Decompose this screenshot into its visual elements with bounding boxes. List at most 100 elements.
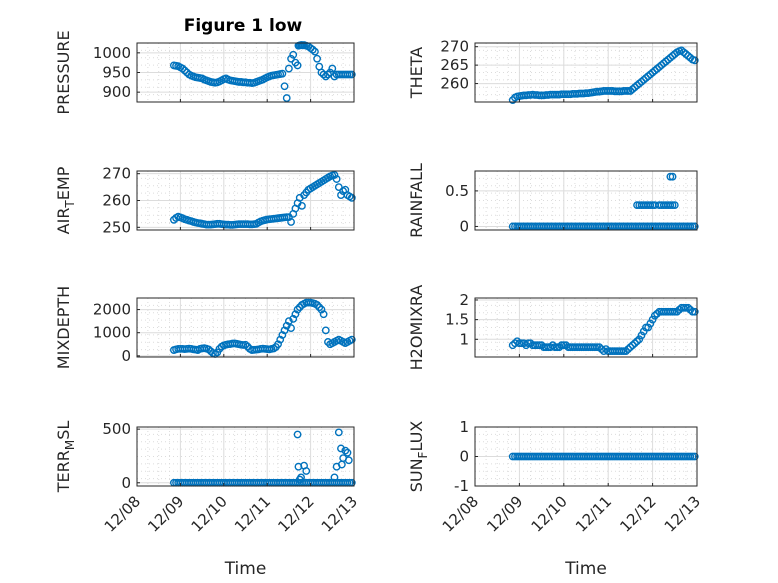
data-point bbox=[287, 218, 295, 226]
y-tick-label: 270 bbox=[102, 165, 131, 183]
x-tick-label: 12/09 bbox=[483, 492, 526, 535]
data-point bbox=[673, 307, 681, 316]
y-tick-label: 1 bbox=[459, 418, 469, 436]
data-point bbox=[637, 331, 646, 340]
y-axis-label: H2OMIXRA bbox=[407, 285, 426, 371]
data-point bbox=[319, 310, 328, 319]
data-point bbox=[548, 341, 557, 350]
data-point bbox=[622, 347, 630, 355]
data-point bbox=[686, 305, 695, 314]
panel-mixdepth: 0 1000 2000 MIXDEPTH bbox=[54, 286, 356, 369]
y-tick-label: 1000 bbox=[93, 44, 131, 62]
axes-frame bbox=[474, 297, 698, 358]
data-point bbox=[334, 428, 343, 437]
data-point bbox=[282, 321, 291, 330]
data-point bbox=[178, 64, 187, 73]
data-point bbox=[675, 305, 684, 314]
y-axis-label: AIRTEMP bbox=[54, 166, 77, 234]
data-point bbox=[670, 201, 679, 210]
data-point bbox=[633, 337, 641, 346]
y-tick-label: 2000 bbox=[93, 301, 131, 319]
data-point bbox=[644, 323, 653, 332]
x-axis-label: Time bbox=[564, 559, 607, 579]
panel-sun_flux: -1 0 1 12/08 12/09 12/10 12/11 12/12 12/13 SUNFLU… bbox=[407, 418, 704, 579]
data-point bbox=[330, 171, 339, 179]
y-tick-label: 900 bbox=[102, 83, 131, 101]
y-axis-label: MIXDEPTH bbox=[54, 286, 73, 369]
y-tick-label: 500 bbox=[102, 420, 131, 438]
data-point bbox=[646, 319, 655, 328]
data-point bbox=[328, 64, 337, 73]
panel-terr_msl: 0 500 12/08 12/09 12/10 12/11 12/12 12/13 TERRMS… bbox=[54, 420, 361, 579]
x-tick-label: 12/10 bbox=[188, 492, 231, 535]
data-point bbox=[639, 327, 648, 336]
y-tick-label: -1 bbox=[454, 477, 469, 495]
data-point bbox=[337, 444, 345, 453]
data-point bbox=[347, 70, 356, 79]
data-point bbox=[287, 54, 295, 63]
x-tick-label: 12/11 bbox=[572, 492, 615, 535]
data-point bbox=[341, 446, 350, 455]
data-point bbox=[330, 473, 339, 482]
y-tick-label: 250 bbox=[102, 218, 131, 236]
axes-frame bbox=[136, 297, 355, 358]
data-point bbox=[690, 452, 699, 461]
y-axis-label: THETA bbox=[407, 47, 426, 99]
data-point bbox=[280, 326, 289, 335]
data-point bbox=[289, 50, 298, 59]
data-point bbox=[347, 335, 356, 344]
data-point bbox=[690, 56, 699, 65]
data-point bbox=[313, 301, 322, 309]
x-tick-label: 12/13 bbox=[661, 492, 704, 535]
x-tick-label: 12/10 bbox=[528, 492, 571, 535]
data-point bbox=[284, 64, 293, 73]
data-point bbox=[274, 340, 282, 349]
y-axis-label: RAINFALL bbox=[407, 163, 426, 238]
data-point bbox=[630, 339, 639, 348]
y-tick-label: 0 bbox=[459, 217, 469, 235]
data-point bbox=[626, 343, 635, 352]
data-point bbox=[298, 201, 306, 210]
data-point bbox=[555, 343, 564, 352]
x-tick-label: 12/12 bbox=[616, 492, 659, 535]
data-point bbox=[293, 430, 302, 439]
data-point bbox=[241, 340, 250, 349]
data-point bbox=[315, 303, 324, 312]
data-point bbox=[308, 45, 317, 54]
data-point bbox=[513, 337, 522, 346]
data-point bbox=[293, 61, 302, 70]
data-point bbox=[602, 345, 610, 354]
data-point bbox=[289, 314, 298, 323]
y-tick-label: 950 bbox=[102, 64, 131, 82]
y-axis-label: SUNFLUX bbox=[407, 421, 430, 493]
y-tick-label: 260 bbox=[102, 192, 131, 210]
x-axis-label: Time bbox=[224, 559, 267, 579]
data-point bbox=[332, 175, 341, 183]
y-tick-label: 0 bbox=[121, 474, 131, 492]
panel-rainfall: 0 0.5 RAINFALL bbox=[407, 163, 699, 238]
data-point bbox=[628, 341, 637, 350]
data-point bbox=[508, 341, 517, 350]
axes-frame bbox=[474, 170, 698, 231]
data-point bbox=[650, 311, 659, 320]
data-point bbox=[690, 307, 699, 316]
figure-title: Figure 1 low bbox=[184, 16, 303, 36]
y-axis-label: TERRMSL bbox=[54, 421, 77, 494]
panel-air_temp: 250 260 270 AIRTEMP bbox=[54, 165, 356, 236]
y-tick-label: 1000 bbox=[93, 324, 131, 342]
data-point bbox=[291, 310, 300, 319]
data-point bbox=[317, 305, 326, 314]
data-point bbox=[537, 341, 546, 350]
y-tick-label: 1 bbox=[459, 330, 469, 348]
y-tick-label: 2 bbox=[459, 291, 469, 309]
x-tick-label: 12/08 bbox=[439, 492, 482, 535]
data-point bbox=[180, 66, 189, 75]
y-tick-label: 1.5 bbox=[445, 311, 469, 329]
y-axis-label: PRESSURE bbox=[54, 30, 73, 114]
data-point bbox=[347, 193, 356, 202]
x-tick-label: 12/11 bbox=[231, 492, 274, 535]
data-point bbox=[278, 69, 287, 78]
y-tick-label: 265 bbox=[440, 56, 469, 74]
data-point bbox=[313, 54, 322, 63]
